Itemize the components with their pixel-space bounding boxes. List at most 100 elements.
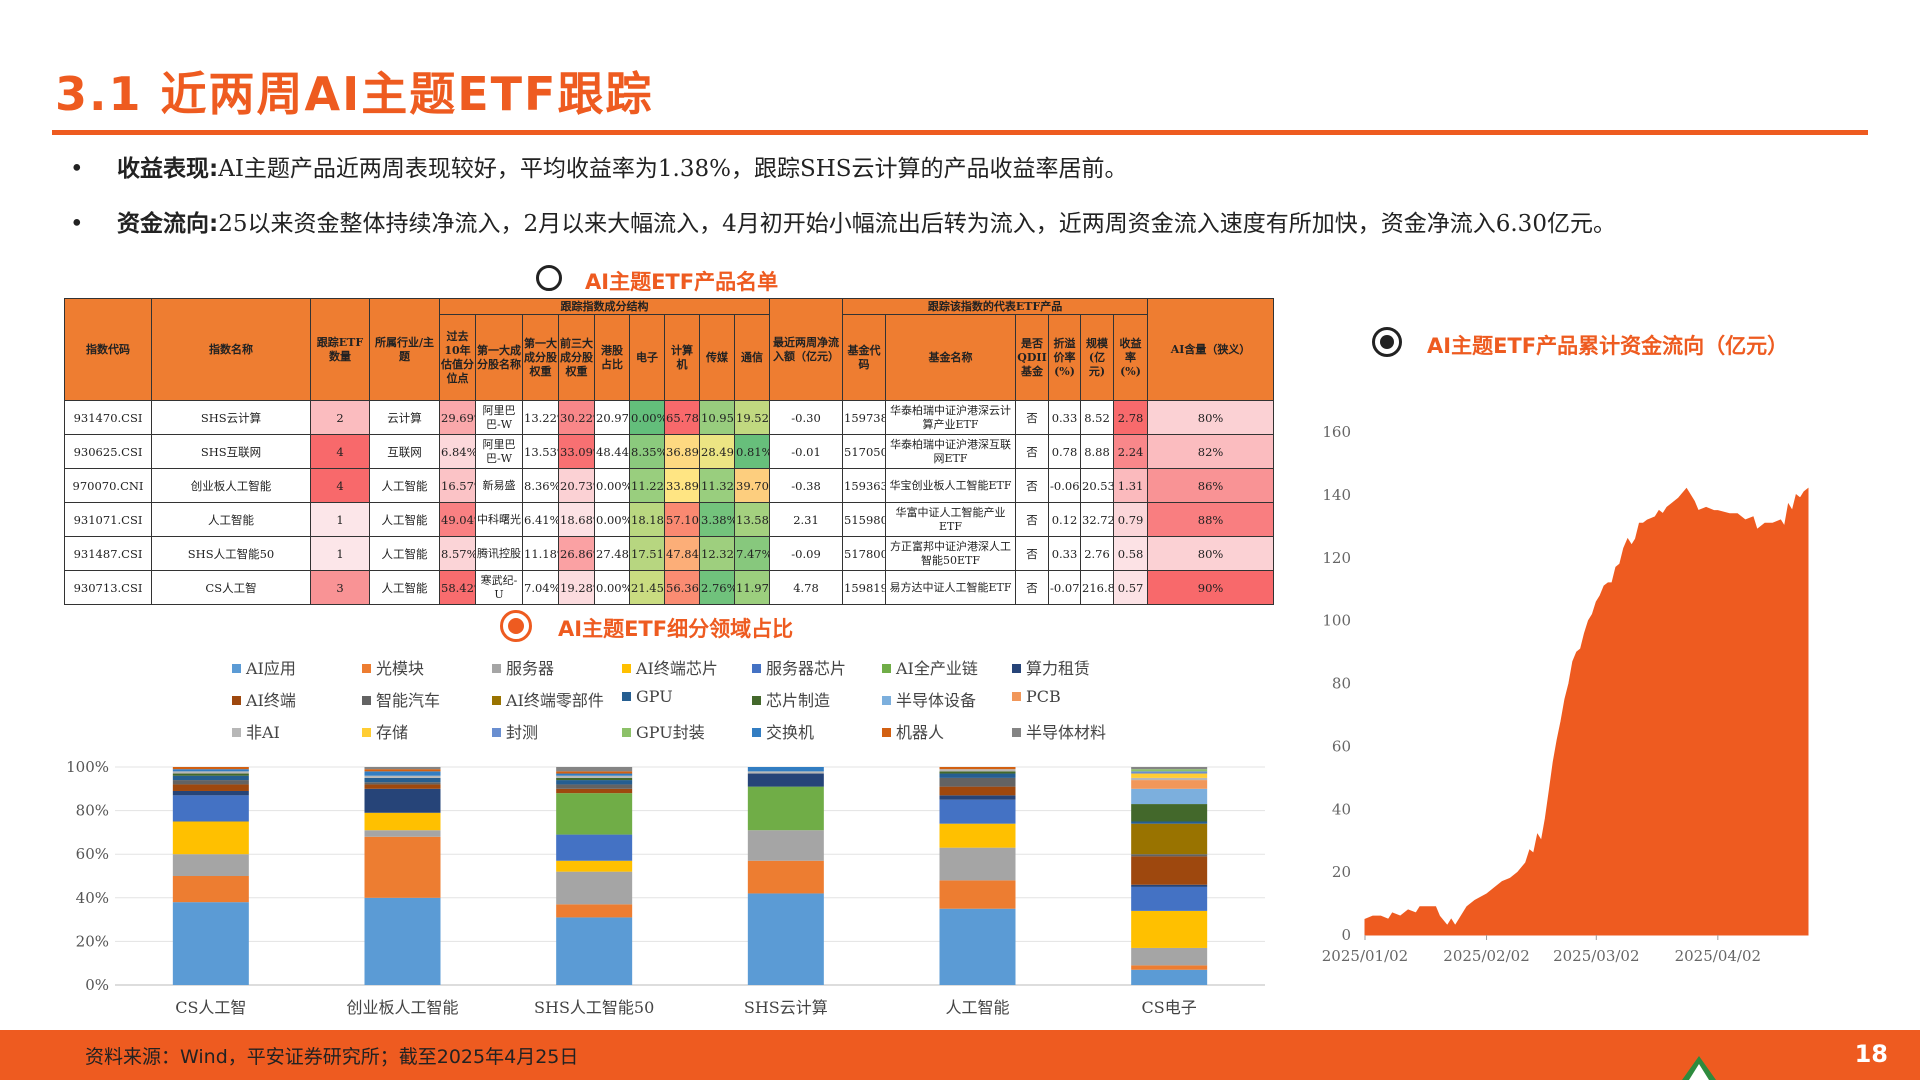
bar-segment xyxy=(556,773,633,776)
bar-segment xyxy=(364,897,441,985)
cell-comp: 33.89% xyxy=(664,468,700,503)
bar-segment xyxy=(556,860,633,872)
legend-swatch xyxy=(362,728,371,737)
bar-segment xyxy=(172,771,249,774)
legend-item: 封测 xyxy=(492,719,538,743)
cell-fname: 华泰柏瑞中证沪港深互联网ETF xyxy=(885,434,1017,469)
cell-disc: 0.78 xyxy=(1048,434,1082,469)
bar-segment xyxy=(1131,804,1208,822)
cell-fname: 华宝创业板人工智能ETF xyxy=(885,468,1017,503)
bar-segment xyxy=(556,793,633,835)
bar-segment xyxy=(172,790,249,796)
legend-swatch xyxy=(1012,728,1021,737)
y-tick-label: 20% xyxy=(76,932,109,950)
etf-table: 指数代码 指数名称 跟踪ETF数量 所属行业/主题 跟踪指数成分结构 最近两周净… xyxy=(64,298,1275,605)
bar-segment xyxy=(1131,886,1208,911)
cell-ai: 80% xyxy=(1147,400,1275,435)
bar-segment xyxy=(364,775,441,778)
x-category-label: CS人工智 xyxy=(175,998,246,1017)
legend-swatch xyxy=(882,728,891,737)
legend-label: 存储 xyxy=(376,723,409,742)
target-icon xyxy=(500,610,532,642)
bar-segment xyxy=(556,780,633,785)
th-fcode: 基金代码 xyxy=(842,314,887,401)
cell-flow: 4.78 xyxy=(769,570,844,605)
bar-segment xyxy=(364,812,441,831)
cell-industry: 人工智能 xyxy=(369,536,440,571)
legend-label: 半导体设备 xyxy=(896,691,977,710)
th-top1: 第一大成分股名称 xyxy=(475,314,523,401)
legend-label: GPU xyxy=(636,687,673,706)
legend-item: AI应用 xyxy=(232,655,296,679)
cell-comp: 57.10% xyxy=(664,502,700,537)
legend-label: 非AI xyxy=(246,723,280,742)
th-hk: 港股占比 xyxy=(594,314,630,401)
legend-swatch xyxy=(362,664,371,673)
bar-segment xyxy=(939,799,1016,824)
footer-bar xyxy=(0,1030,1920,1080)
bar-segment xyxy=(1131,854,1208,857)
bar-segment xyxy=(364,782,441,785)
x-tick-label: 2025/03/02 xyxy=(1553,947,1639,965)
cell-scale: 32.72 xyxy=(1080,502,1115,537)
page-title: 3.1 近两周AI主题ETF跟踪 xyxy=(55,67,654,121)
legend-item: 存储 xyxy=(362,719,408,743)
y-tick-label: 120 xyxy=(1322,549,1351,567)
legend-item: 交换机 xyxy=(752,719,814,743)
cell-qdii: 否 xyxy=(1015,468,1050,503)
cell-qdii: 否 xyxy=(1015,400,1050,435)
cell-top1w: 11.18% xyxy=(522,536,559,571)
cell-code: 930625.CSI xyxy=(64,434,152,469)
legend-label: AI全产业链 xyxy=(896,659,978,678)
cell-ai: 88% xyxy=(1147,502,1275,537)
x-tick-label: 2025/04/02 xyxy=(1675,947,1761,965)
cell-count: 2 xyxy=(310,400,370,435)
cell-ret: 0.58 xyxy=(1113,536,1149,571)
cell-qdii: 否 xyxy=(1015,570,1050,605)
cell-fcode: 159363.SZ xyxy=(842,468,887,503)
legend-label: GPU封装 xyxy=(636,723,705,742)
y-tick-label: 80% xyxy=(76,802,109,820)
cell-hk: 20.97% xyxy=(594,400,630,435)
legend-label: AI终端芯片 xyxy=(636,659,718,678)
bar-segment xyxy=(747,830,824,861)
cell-code: 931071.CSI xyxy=(64,502,152,537)
bar-segment xyxy=(556,775,633,778)
cell-elec: 21.45% xyxy=(629,570,665,605)
bar-segment xyxy=(747,773,824,787)
bullet-text: 25以来资金整体持续净流入，2月以来大幅流入，4月初开始小幅流出后转为流入，近两… xyxy=(218,211,1616,237)
bar-segment xyxy=(939,767,1016,770)
bar-segment xyxy=(364,777,441,783)
bar-segment xyxy=(364,788,441,813)
cell-ret: 2.24 xyxy=(1113,434,1149,469)
page-number: 18 xyxy=(1854,1040,1888,1068)
bar-segment xyxy=(172,902,249,985)
circle-icon xyxy=(536,265,562,291)
th-name: 指数名称 xyxy=(151,298,311,401)
cell-flow: -0.38 xyxy=(769,468,844,503)
cell-industry: 云计算 xyxy=(369,400,440,435)
cell-top3w: 19.28% xyxy=(558,570,595,605)
bullet-label: 收益表现: xyxy=(117,156,219,182)
y-tick-label: 100 xyxy=(1322,612,1351,630)
bar-segment xyxy=(556,784,633,789)
cell-industry: 人工智能 xyxy=(369,502,440,537)
cell-name: SHS人工智能50 xyxy=(151,536,311,571)
legend-swatch xyxy=(622,728,631,737)
legend-item: AI终端零部件 xyxy=(492,687,604,711)
bar-segment xyxy=(172,773,249,776)
bar-segment xyxy=(364,836,441,898)
bar-segment xyxy=(1131,969,1208,985)
table-row: 930713.CSICS人工智3人工智能58.42%寒武纪-U7.04%19.2… xyxy=(64,570,1275,605)
cell-code: 930713.CSI xyxy=(64,570,152,605)
cell-name: SHS云计算 xyxy=(151,400,311,435)
th-qdii: 是否QDII基金 xyxy=(1015,314,1050,401)
target-icon-center xyxy=(508,618,524,634)
cell-ret: 0.79 xyxy=(1113,502,1149,537)
legend-label: PCB xyxy=(1026,687,1061,706)
cell-comp: 56.36% xyxy=(664,570,700,605)
cell-hk: 48.44% xyxy=(594,434,630,469)
legend-swatch xyxy=(622,664,631,673)
bar-segment xyxy=(364,784,441,789)
bullet-dot: • xyxy=(70,156,84,182)
